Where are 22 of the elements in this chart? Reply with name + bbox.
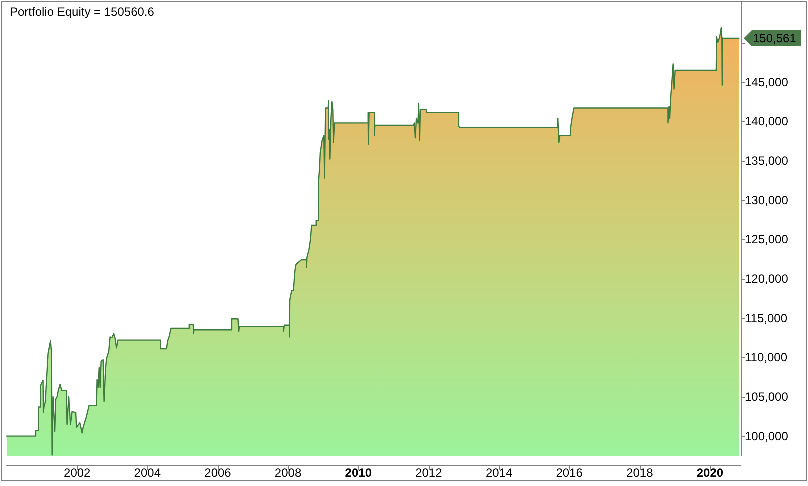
x-tick-label: 2020: [696, 466, 724, 480]
y-tick-label: 125,000: [745, 232, 789, 247]
y-tick-label: 135,000: [745, 154, 789, 168]
y-tick-label: 140,000: [745, 114, 789, 129]
y-tick-label: 130,000: [745, 193, 789, 208]
x-tick-label: 2018: [626, 466, 654, 480]
y-tick-label: 120,000: [745, 272, 789, 286]
x-tick-label: 2012: [416, 466, 443, 480]
chart-title: Portfolio Equity = 150560.6: [10, 5, 155, 19]
x-tick-label: 2002: [64, 466, 92, 480]
x-tick-label: 2016: [556, 466, 584, 480]
x-tick-label: 2010: [345, 466, 372, 480]
y-tick-label: 145,000: [745, 75, 789, 90]
y-tick-label: 100,000: [745, 429, 789, 444]
x-tick-label: 2014: [486, 466, 513, 480]
x-tick-label: 2006: [204, 466, 232, 480]
y-tick-label: 115,000: [745, 311, 788, 326]
x-tick-label: 2008: [274, 466, 302, 480]
annotation: 150,561: [753, 32, 797, 46]
y-tick-label: 110,000: [745, 350, 788, 365]
y-tick-label: 105,000: [745, 390, 789, 404]
x-tick-label: 2004: [134, 466, 162, 480]
